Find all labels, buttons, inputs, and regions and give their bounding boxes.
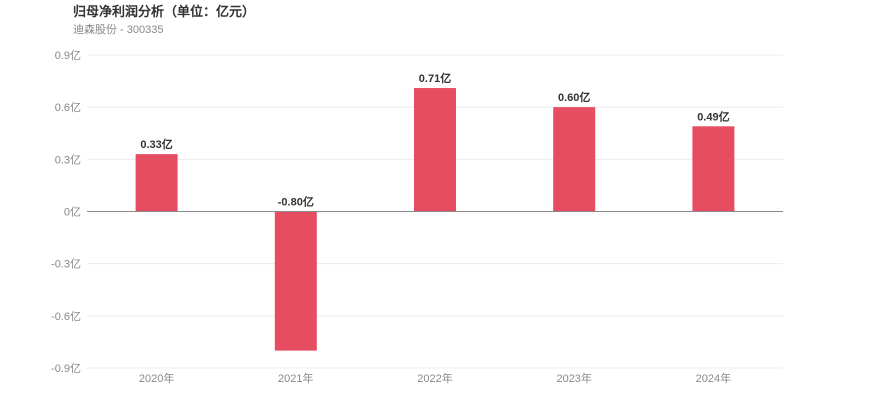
x-axis-ticks: 2020年 2021年 2022年 2023年 2024年 [139,371,731,385]
x-tick-label: 2024年 [696,371,731,385]
chart-subtitle: 迪森股份 - 300335 [73,24,164,36]
x-tick-label: 2022年 [417,371,452,385]
data-label: -0.80亿 [278,195,314,209]
y-tick-label: 0.3亿 [55,153,81,166]
data-label: 0.33亿 [140,137,172,151]
y-tick-label: -0.3亿 [51,258,81,271]
bar [553,107,596,212]
x-tick-label: 2023年 [556,371,591,385]
bar [414,88,456,212]
data-label: 0.71亿 [419,71,451,85]
bar [135,154,178,212]
bar [274,211,317,351]
chart-title: 归母净利润分析（单位：亿元） [73,4,256,19]
x-tick-label: 2021年 [278,371,313,385]
y-tick-label: -0.6亿 [51,310,81,323]
y-axis-ticks: 0.9亿 0.6亿 0.3亿 0亿 -0.3亿 -0.6亿 -0.9亿 [51,49,81,375]
x-tick-label: 2020年 [139,371,174,385]
bar [692,126,735,212]
data-labels: 0.33亿 -0.80亿 0.71亿 0.60亿 0.49亿 [140,71,729,208]
y-tick-label: 0.6亿 [55,101,81,114]
data-label: 0.49亿 [697,109,729,123]
bars [135,88,735,351]
y-tick-label: 0.9亿 [55,49,81,62]
y-tick-label: 0亿 [64,206,81,219]
data-label: 0.60亿 [558,90,590,104]
y-tick-label: -0.9亿 [51,362,81,375]
grid-lines [87,54,783,369]
